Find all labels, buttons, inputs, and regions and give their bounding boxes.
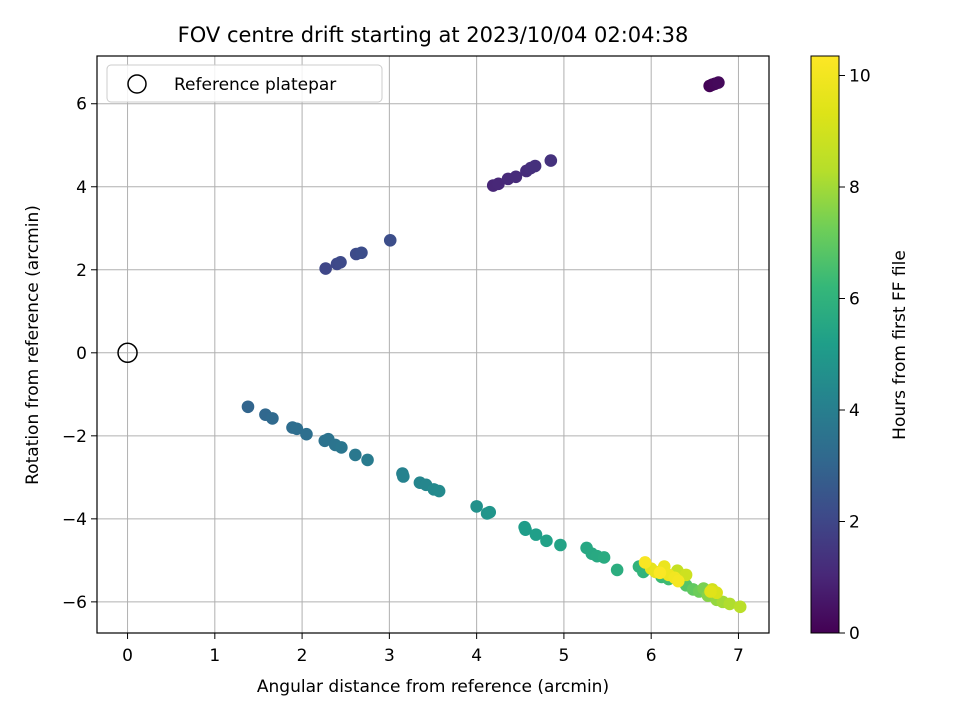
colorbar-tick-label: 0	[849, 624, 860, 644]
colorbar-tick-label: 4	[849, 401, 860, 421]
x-tick-label: 5	[558, 646, 569, 666]
y-tick-label: −4	[62, 510, 87, 530]
x-tick-label: 3	[384, 646, 395, 666]
x-tick-label: 7	[733, 646, 744, 666]
y-tick-label: −6	[62, 593, 87, 613]
reference-platepar-marker	[117, 342, 138, 364]
colorbar-tick-label: 2	[849, 513, 860, 533]
y-tick-label: 4	[76, 178, 87, 198]
colorbar-tick-label: 8	[849, 178, 860, 198]
legend-box	[106, 64, 383, 103]
data-point	[610, 563, 624, 577]
y-axis-label: Rotation from reference (arcmin)	[23, 205, 43, 485]
plot-area-frame	[96, 55, 770, 634]
reference-marker-layer	[117, 342, 138, 364]
data-point	[540, 534, 553, 548]
x-tick-label: 4	[471, 646, 482, 666]
data-point	[397, 470, 410, 483]
x-tick-label: 6	[646, 646, 657, 666]
data-point	[319, 262, 332, 275]
x-axis-label: Angular distance from reference (arcmin)	[257, 677, 609, 697]
data-point	[355, 246, 368, 260]
data-points	[241, 76, 747, 614]
legend: Reference platepar	[106, 64, 383, 103]
legend-reference-marker	[127, 74, 147, 94]
data-point	[597, 551, 611, 564]
data-point	[300, 427, 313, 441]
data-point	[712, 76, 725, 89]
data-point	[554, 538, 567, 552]
data-point	[334, 256, 347, 269]
x-axis-ticks: 0 1 2 3 4 5 6 7	[122, 633, 744, 666]
colorbar-ticks: 0 2 4 6 8 10	[839, 67, 871, 644]
data-point	[653, 566, 667, 580]
data-point	[349, 448, 362, 462]
y-tick-label: −2	[62, 427, 87, 447]
y-axis-ticks: −6 −4 −2 0 2 4 6	[62, 95, 97, 613]
x-tick-label: 0	[122, 646, 133, 666]
data-point	[361, 453, 374, 467]
chart-title: FOV centre drift starting at 2023/10/04 …	[178, 23, 689, 47]
colorbar	[810, 55, 840, 634]
y-tick-label: 6	[76, 95, 87, 115]
data-point	[470, 500, 483, 513]
data-point	[383, 234, 397, 247]
data-point	[638, 556, 652, 569]
data-point	[335, 441, 348, 454]
data-point	[544, 154, 558, 167]
y-tick-label: 2	[76, 261, 87, 281]
grid-lines	[97, 56, 769, 633]
x-tick-label: 2	[297, 646, 308, 666]
data-point	[432, 484, 446, 498]
data-point	[528, 159, 542, 173]
data-point	[704, 585, 717, 598]
data-point	[519, 523, 532, 536]
x-tick-label: 1	[209, 646, 220, 666]
data-point	[241, 400, 255, 414]
data-point	[509, 170, 523, 184]
data-point	[529, 528, 543, 541]
data-point	[733, 600, 747, 614]
data-point	[671, 574, 685, 588]
legend-label-reference-platepar: Reference platepar	[174, 75, 336, 95]
y-tick-label: 0	[76, 344, 87, 364]
data-point	[290, 422, 304, 436]
colorbar-label: Hours from first FF file	[890, 250, 910, 440]
data-point	[723, 597, 737, 611]
colorbar-tick-label: 10	[849, 67, 871, 87]
data-point	[483, 505, 497, 519]
colorbar-tick-label: 6	[849, 290, 860, 310]
data-point	[492, 177, 505, 191]
data-point	[266, 412, 279, 425]
